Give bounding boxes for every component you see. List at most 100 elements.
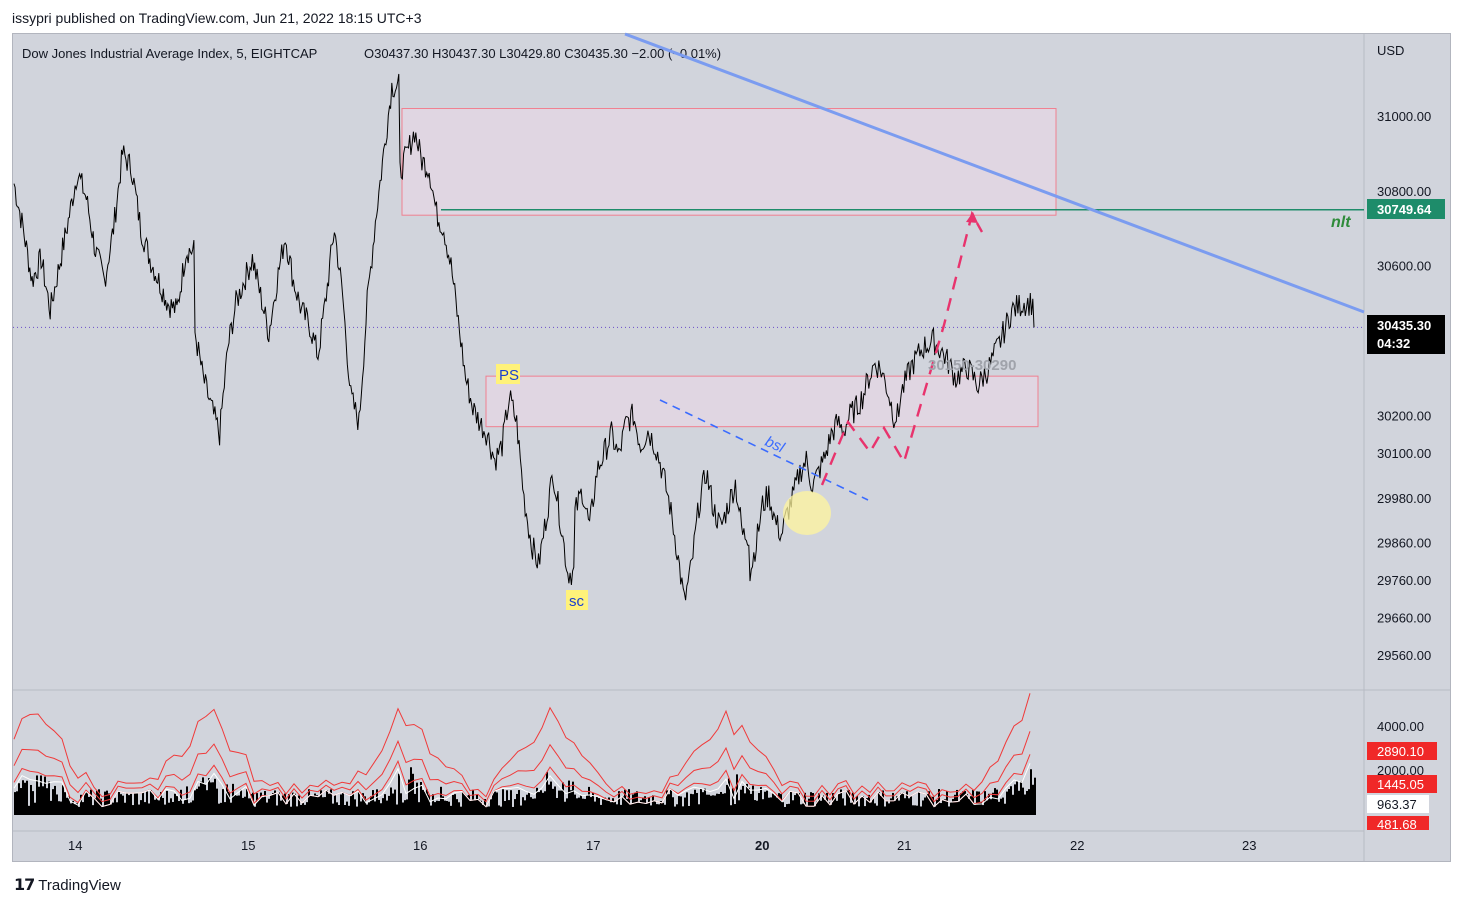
volume-bar (82, 802, 84, 815)
tradingview-logo[interactable]: 𝟭𝟳 TradingView (14, 875, 121, 895)
volume-bar (266, 802, 268, 815)
volume-bar (512, 806, 514, 815)
volume-bar (46, 788, 48, 815)
time-axis[interactable]: 14 15 16 17 20 21 22 23 (68, 838, 1256, 853)
volume-bar (940, 803, 942, 815)
volume-bar (396, 804, 398, 815)
volume-bar (542, 792, 544, 815)
volume-bar (390, 787, 392, 815)
volume-bar (1020, 781, 1022, 815)
volume-bar (746, 783, 748, 815)
volume-bar (550, 781, 552, 815)
volume-bar (356, 806, 358, 815)
projection-path[interactable] (820, 210, 984, 486)
volume-bar (30, 784, 32, 815)
volume-bar (738, 800, 740, 815)
volume-bar (126, 793, 128, 815)
volume-bar (766, 790, 768, 815)
volume-bar (328, 793, 330, 815)
volume-bar (1034, 777, 1036, 815)
volume-bar (528, 792, 530, 815)
volume-bar (858, 806, 860, 815)
volume-bar (814, 806, 816, 815)
volume-bar (706, 794, 708, 815)
volume-bar (278, 792, 280, 815)
volume-bar (462, 791, 464, 815)
legend-ohlc: O30437.30 H30437.30 L30429.80 C30435.30 … (364, 46, 721, 61)
volume-bar (488, 806, 490, 815)
volume-bar (1032, 784, 1034, 815)
supply-zone[interactable] (401, 108, 1057, 216)
price-tick: 29560.00 (1377, 648, 1431, 663)
volume-bar (846, 790, 848, 815)
volume-bar (636, 791, 638, 815)
volume-bar (202, 777, 204, 815)
volume-bar (660, 801, 662, 815)
volume-bar (652, 795, 654, 815)
volume-bar (520, 805, 522, 815)
volume-bar (698, 804, 700, 815)
volume-bar (50, 800, 52, 815)
volume-bar (588, 786, 590, 815)
time-tick-15: 15 (241, 838, 255, 853)
volume-bar (48, 781, 50, 815)
volume-bar (654, 800, 656, 815)
volume-bar (166, 790, 168, 815)
volume-bar (326, 790, 328, 815)
volume-bar (192, 800, 194, 815)
volume-bar (694, 789, 696, 815)
volume-bar (978, 791, 980, 815)
demand-zone[interactable] (485, 375, 1039, 428)
volume-bar (570, 790, 572, 815)
volume-bar (860, 797, 862, 815)
volume-bar (408, 779, 410, 815)
volume-bar (786, 804, 788, 815)
volume-bar (572, 781, 574, 815)
volume-bar (150, 790, 152, 815)
volume-bar (60, 801, 62, 815)
volume-bar (452, 794, 454, 815)
volume-bar (730, 805, 732, 815)
volume-bar (70, 803, 72, 815)
volume-bar (614, 801, 616, 815)
volume-bar (506, 790, 508, 815)
volume-bar (844, 805, 846, 815)
volume-bar (368, 802, 370, 815)
volume-bar (980, 801, 982, 815)
volume-bar (132, 805, 134, 815)
volume-bar (134, 793, 136, 815)
volume-bar (584, 798, 586, 815)
volume-bar (160, 792, 162, 815)
volume-bar (498, 805, 500, 815)
volume-bar (934, 806, 936, 815)
volume-bar (196, 788, 198, 815)
price-axis[interactable]: 31000.00 30800.00 30600.00 30200.00 30100.00… (1377, 109, 1431, 663)
volume-bar (620, 804, 622, 815)
volume-bar (374, 801, 376, 815)
chart-frame[interactable] (12, 33, 1451, 862)
trend-line[interactable] (624, 32, 1365, 314)
volume-bar (1000, 798, 1002, 815)
time-tick-16: 16 (413, 838, 427, 853)
volume-bar (346, 801, 348, 815)
volume-bar (690, 793, 692, 815)
currency-label: USD (1377, 43, 1404, 58)
volume-bar (828, 802, 830, 815)
volume-bar (88, 796, 90, 815)
volume-bar (722, 793, 724, 815)
bsl-dashed-line[interactable] (659, 399, 869, 501)
volume-bar (258, 799, 260, 815)
volume-bar (580, 795, 582, 815)
volume-bar (502, 789, 504, 815)
volume-bar (548, 784, 550, 815)
volume-bar (964, 791, 966, 815)
countdown-text: 04:32 (1377, 336, 1410, 351)
time-tick-17: 17 (586, 838, 600, 853)
volume-bar (242, 797, 244, 815)
volume-bar (918, 791, 920, 815)
volume-bar (800, 804, 802, 815)
volume-bar (562, 782, 564, 815)
volume-bar (700, 788, 702, 815)
volume-bar (198, 786, 200, 815)
